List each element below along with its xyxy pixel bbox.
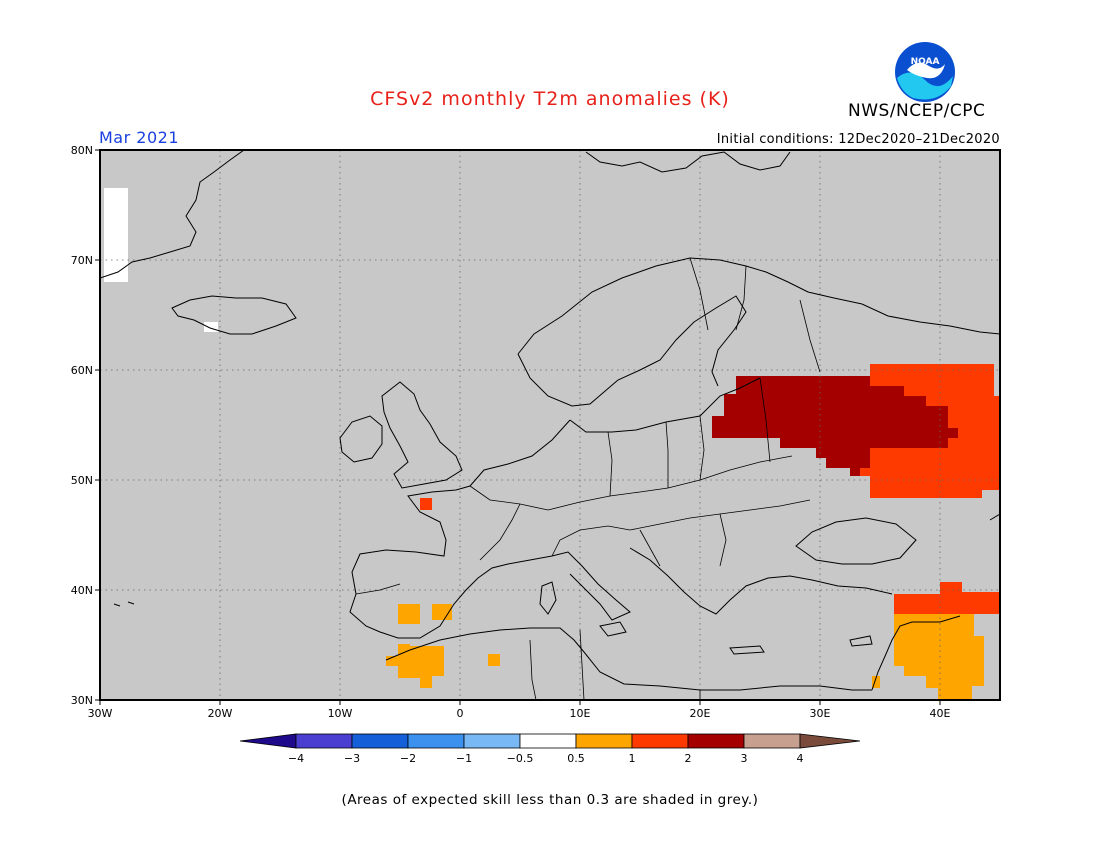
- coastline-sardinia: [539, 581, 557, 615]
- chart-title: CFSv2 monthly T2m anomalies (K): [370, 88, 730, 110]
- map-ticks: [95, 149, 941, 705]
- agency-label: NWS/NCEP/CPC: [848, 101, 986, 121]
- anomaly-region-dark-red: [712, 376, 958, 476]
- anomaly-cell: [398, 604, 420, 624]
- anomaly-cell: [432, 604, 452, 620]
- country-borders: [355, 257, 821, 700]
- coastline-greenland: [100, 150, 245, 279]
- colorbar-swatch: [519, 733, 577, 749]
- colorbar-swatch: [463, 733, 521, 749]
- lat-label: 50N: [71, 474, 93, 487]
- lon-label: 10E: [570, 707, 591, 720]
- anomaly-cell: [872, 676, 880, 688]
- anomaly-cell: [420, 498, 432, 510]
- colorbar-swatch: [687, 733, 745, 749]
- colorbar-label: −1: [456, 752, 472, 765]
- colorbar-swatch: [575, 733, 633, 749]
- graticule: [100, 150, 1000, 700]
- coastline-balkans: [629, 547, 893, 615]
- coastline-cyprus: [849, 635, 873, 647]
- colorbar-label: −3: [344, 752, 360, 765]
- latitude-labels: 80N 70N 60N 50N 40N 30N: [71, 144, 93, 707]
- coastline-italy: [551, 551, 631, 621]
- anomaly-shading: [104, 188, 1000, 700]
- lat-label: 30N: [71, 694, 93, 707]
- colorbar-swatch-below: [239, 733, 297, 749]
- lat-label: 40N: [71, 584, 93, 597]
- coastline-svalbard: [585, 151, 791, 173]
- colorbar-label: 4: [797, 752, 804, 765]
- coastline-sicily: [599, 621, 627, 637]
- map-frame: [99, 149, 1001, 701]
- logo-text: NOAA: [911, 57, 940, 67]
- colorbar-label: 3: [741, 752, 748, 765]
- colorbar: [239, 733, 861, 749]
- colorbar-label: 0.5: [567, 752, 585, 765]
- map-content: [100, 150, 1000, 700]
- coastline-scandinavia-south: [517, 295, 747, 407]
- coastline-north-africa: [385, 627, 872, 691]
- forecast-month: Mar 2021: [99, 128, 179, 147]
- lon-label: 20W: [208, 707, 233, 720]
- colorbar-label: 1: [629, 752, 636, 765]
- anomaly-region-orange: [894, 614, 984, 700]
- coastline-caspian: [989, 513, 1000, 521]
- lon-label: 10W: [328, 707, 353, 720]
- coastline-crete: [729, 645, 765, 655]
- colorbar-swatch: [295, 733, 353, 749]
- anomaly-region-orange: [386, 644, 444, 688]
- anomaly-region-orange-red: [894, 582, 1000, 614]
- lat-label: 80N: [71, 144, 93, 157]
- colorbar-swatch-above: [799, 733, 861, 749]
- lat-label: 70N: [71, 254, 93, 267]
- anomaly-cell: [104, 188, 128, 282]
- colorbar-swatch: [407, 733, 465, 749]
- coastline-azores: [113, 601, 135, 607]
- lon-label: 30W: [88, 707, 113, 720]
- colorbar-swatch: [631, 733, 689, 749]
- coastline-europe: [517, 257, 1000, 355]
- colorbar-swatch: [743, 733, 801, 749]
- lon-label: 0: [457, 707, 464, 720]
- coastline-ireland: [339, 415, 383, 463]
- colorbar-label: −4: [288, 752, 304, 765]
- coastline-black-sea: [795, 517, 917, 565]
- coastline-britain: [381, 381, 463, 489]
- colorbar-label: −0.5: [507, 752, 534, 765]
- lon-label: 30E: [810, 707, 831, 720]
- colorbar-label: 2: [685, 752, 692, 765]
- colorbar-label: −2: [400, 752, 416, 765]
- coastline-levant: [871, 615, 961, 691]
- colorbar-swatch: [351, 733, 409, 749]
- lon-label: 40E: [930, 707, 951, 720]
- noaa-logo: NOAA: [893, 40, 957, 104]
- lon-label: 20E: [690, 707, 711, 720]
- skill-footnote: (Areas of expected skill less than 0.3 a…: [341, 792, 759, 808]
- lat-label: 60N: [71, 364, 93, 377]
- initial-conditions: Initial conditions: 12Dec2020–21Dec2020: [716, 132, 1000, 147]
- anomaly-cell: [488, 654, 500, 666]
- anomaly-cell: [204, 322, 218, 332]
- colorbar-labels: −4 −3 −2 −1 −0.5 0.5 1 2 3 4: [288, 752, 804, 765]
- coastline-iceland: [171, 295, 297, 335]
- longitude-labels: 30W 20W 10W 0 10E 20E 30E 40E: [88, 707, 951, 720]
